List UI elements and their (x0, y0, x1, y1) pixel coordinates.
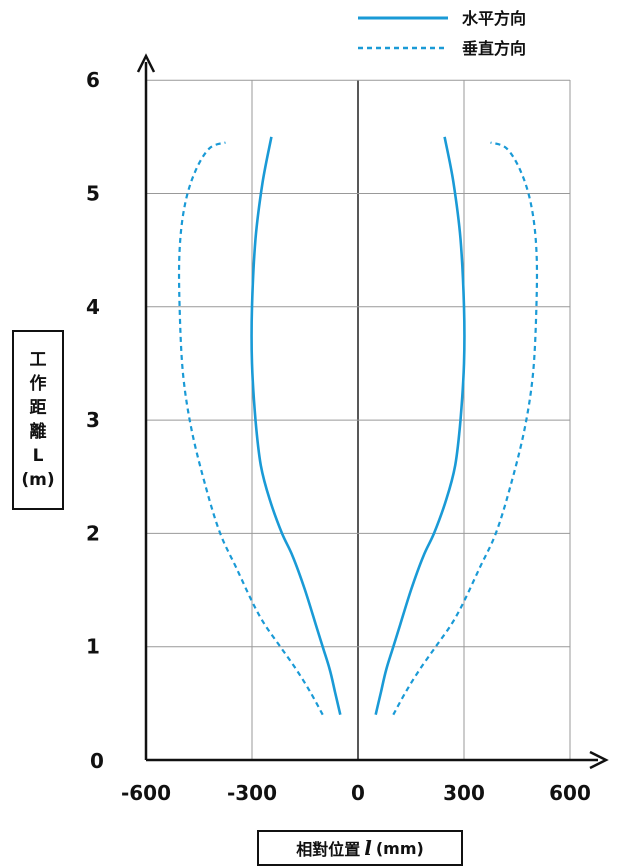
x-tick-label: 300 (443, 781, 485, 805)
x-label-var: l (364, 836, 372, 860)
x-label-unit: (mm) (376, 839, 424, 858)
x-tick-label: 600 (549, 781, 591, 805)
y-tick-label: 2 (86, 521, 100, 545)
legend: 水平方向 垂直方向 (358, 9, 526, 58)
x-tick-label: -600 (121, 781, 171, 805)
y-label-char: 作 (30, 372, 47, 396)
y-tick-label: 1 (86, 635, 100, 659)
x-tick-label: 0 (351, 781, 365, 805)
y-label-char: 工 (30, 348, 47, 372)
y-axis-label: 工 作 距 離 L (m) (12, 330, 64, 510)
y-tick-label: 5 (86, 182, 100, 206)
x-axis-label: 相對位置 l (mm) (257, 830, 463, 866)
vertical-series-left-curve (179, 143, 323, 715)
y-tick-label: 6 (86, 68, 100, 92)
y-tick-label: 0 (90, 749, 104, 773)
y-label-char: 距 (30, 396, 47, 420)
y-label-char: 離 (30, 420, 47, 444)
horizontal-series-right-curve (376, 137, 465, 715)
y-label-var: L (33, 444, 44, 468)
x-tick-labels: -600 -300 0 300 600 (121, 781, 591, 805)
legend-label-horizontal: 水平方向 (462, 9, 526, 28)
x-label-text: 相對位置 (296, 836, 360, 860)
grid-lines (146, 80, 570, 760)
y-label-unit: (m) (21, 468, 54, 492)
horizontal-series-left-curve (252, 137, 341, 715)
y-tick-labels: 0 1 2 3 4 5 6 (86, 68, 104, 773)
x-tick-label: -300 (227, 781, 277, 805)
y-tick-label: 3 (86, 408, 100, 432)
vertical-series-right-curve (393, 143, 537, 715)
axes (138, 56, 606, 768)
y-tick-label: 4 (86, 295, 100, 319)
legend-label-vertical: 垂直方向 (462, 39, 526, 58)
